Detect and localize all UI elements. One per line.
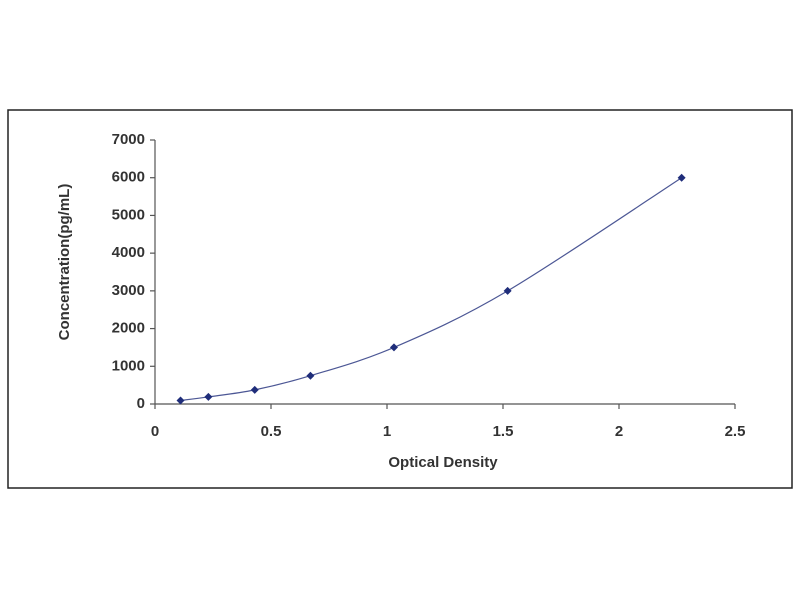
data-point (503, 286, 512, 295)
data-point (389, 343, 398, 352)
x-axis-title: Optical Density (388, 454, 498, 471)
data-point (250, 385, 259, 394)
x-tick-label: 0 (151, 423, 159, 440)
y-tick-label: 3000 (112, 282, 145, 299)
x-tick-label: 2.5 (725, 423, 746, 440)
data-point (306, 371, 315, 380)
y-tick-label: 4000 (112, 244, 145, 261)
data-point (204, 392, 213, 401)
y-axis-title: Concentration(pg/mL) (56, 184, 73, 341)
x-tick-label: 1 (383, 423, 391, 440)
x-tick-label: 1.5 (493, 423, 514, 440)
y-tick-label: 2000 (112, 320, 145, 337)
y-tick-label: 5000 (112, 206, 145, 223)
x-tick-label: 2 (615, 423, 623, 440)
data-point (677, 173, 686, 182)
y-tick-label: 1000 (112, 357, 145, 374)
y-tick-label: 6000 (112, 169, 145, 186)
data-point (176, 396, 185, 405)
chart-frame (7, 109, 793, 489)
y-tick-label: 0 (137, 395, 145, 412)
y-tick-label: 7000 (112, 131, 145, 148)
fit-line (180, 177, 682, 402)
x-tick-label: 0.5 (261, 423, 282, 440)
